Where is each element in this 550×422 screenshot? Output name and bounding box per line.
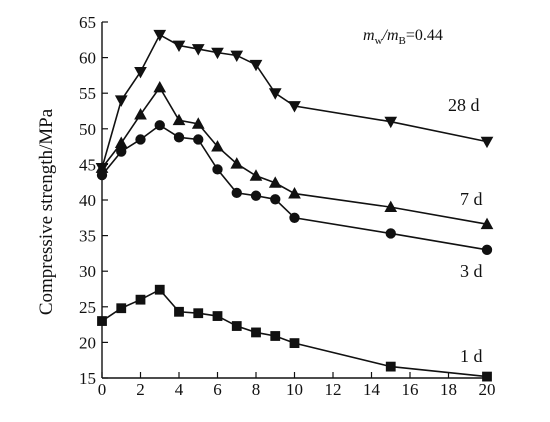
- y-tick-label: 45: [79, 155, 96, 174]
- circle-marker: [231, 187, 242, 199]
- triangle-up-marker: [288, 187, 301, 199]
- y-tick-label: 40: [79, 191, 96, 210]
- series-label: 28 d: [448, 95, 480, 115]
- triangle-down-marker: [230, 50, 244, 62]
- square-marker: [270, 331, 281, 341]
- triangle-down-marker: [480, 136, 494, 149]
- x-tick-label: 10: [286, 380, 303, 399]
- circle-marker: [173, 132, 185, 143]
- square-marker: [116, 303, 127, 314]
- x-tick-label: 12: [325, 380, 342, 399]
- y-tick-label: 35: [79, 227, 96, 246]
- circle-marker: [289, 212, 300, 223]
- triangle-down-marker: [268, 88, 282, 100]
- square-marker: [212, 311, 223, 321]
- triangle-down-marker: [153, 29, 167, 42]
- series-7-d: [95, 80, 494, 230]
- triangle-up-marker: [114, 136, 128, 148]
- x-tick-label: 18: [440, 380, 457, 399]
- ratio-slash: /: [382, 27, 389, 44]
- series-28-d: [95, 29, 494, 175]
- x-tick-label: 8: [252, 380, 261, 399]
- square-marker: [385, 361, 396, 372]
- circle-marker: [193, 134, 204, 145]
- triangle-down-marker: [249, 59, 263, 72]
- square-marker: [174, 306, 184, 317]
- series-label: 7 d: [460, 189, 483, 209]
- triangle-down-marker: [288, 101, 301, 113]
- mw-subscript: w: [375, 35, 383, 47]
- square-marker: [231, 321, 242, 331]
- triangle-up-marker: [480, 217, 494, 230]
- triangle-down-marker: [114, 95, 128, 107]
- circle-marker: [481, 244, 493, 256]
- x-tick-label: 14: [363, 380, 381, 399]
- x-tick-label: 16: [402, 380, 419, 399]
- y-tick-label: 25: [79, 298, 96, 317]
- circle-marker: [135, 134, 146, 145]
- y-tick-label: 20: [79, 333, 96, 352]
- ratio-annotation: mw/mB=0.44: [363, 27, 443, 47]
- triangle-down-marker: [134, 66, 147, 79]
- series-labels: 28 d 7 d 3 d 1 d: [448, 95, 483, 366]
- y-tick-label: 65: [79, 13, 96, 32]
- mb-subscript: B: [399, 35, 406, 47]
- circle-marker: [212, 164, 223, 175]
- series-layer: [95, 29, 494, 382]
- axes: 15 20 25 30 35 40 45 50 55 60 65 0 2 4 6 8 10 12 14 16 18 20: [79, 13, 496, 399]
- triangle-up-marker: [249, 169, 263, 181]
- triangle-up-marker: [134, 108, 147, 120]
- mw-symbol: m: [363, 27, 375, 44]
- series-label: 3 d: [460, 261, 483, 281]
- y-tick-label: 55: [79, 84, 96, 103]
- series-3-d: [96, 120, 493, 256]
- square-marker: [251, 327, 261, 338]
- x-tick-label: 20: [479, 380, 496, 399]
- triangle-up-marker: [172, 113, 186, 126]
- square-marker: [193, 308, 204, 319]
- series-label: 1 d: [460, 346, 483, 366]
- triangle-up-marker: [211, 140, 224, 152]
- series-line: [101, 288, 488, 378]
- ratio-value: =0.44: [406, 27, 443, 44]
- triangle-up-marker: [268, 176, 282, 188]
- circle-marker: [270, 194, 281, 205]
- y-tick-label: 30: [79, 262, 96, 281]
- circle-marker: [116, 146, 127, 157]
- y-tick-label: 60: [79, 49, 96, 68]
- triangle-down-marker: [191, 44, 205, 56]
- x-tick-label: 6: [213, 380, 222, 399]
- triangle-up-marker: [153, 80, 167, 93]
- triangle-down-marker: [211, 47, 224, 60]
- triangle-up-marker: [191, 117, 205, 129]
- mb-symbol: m: [387, 27, 399, 44]
- triangle-up-marker: [230, 157, 244, 169]
- square-marker: [97, 316, 107, 326]
- triangle-up-marker: [384, 200, 398, 213]
- square-marker: [482, 371, 492, 382]
- y-axis-label: Compressive strength/MPa: [36, 108, 57, 315]
- x-tick-label: 4: [175, 380, 184, 399]
- square-marker: [289, 338, 300, 349]
- y-tick-label: 15: [79, 369, 96, 388]
- circle-marker: [96, 169, 108, 181]
- square-marker: [154, 284, 165, 295]
- x-tick-label: 0: [98, 380, 107, 399]
- circle-marker: [385, 228, 396, 239]
- series-1-d: [97, 284, 492, 382]
- triangle-down-marker: [172, 40, 186, 53]
- square-marker: [135, 294, 146, 305]
- y-tick-label: 50: [79, 120, 96, 139]
- x-tick-label: 2: [136, 380, 145, 399]
- circle-marker: [154, 120, 165, 131]
- circle-marker: [250, 190, 262, 201]
- triangle-down-marker: [384, 116, 398, 129]
